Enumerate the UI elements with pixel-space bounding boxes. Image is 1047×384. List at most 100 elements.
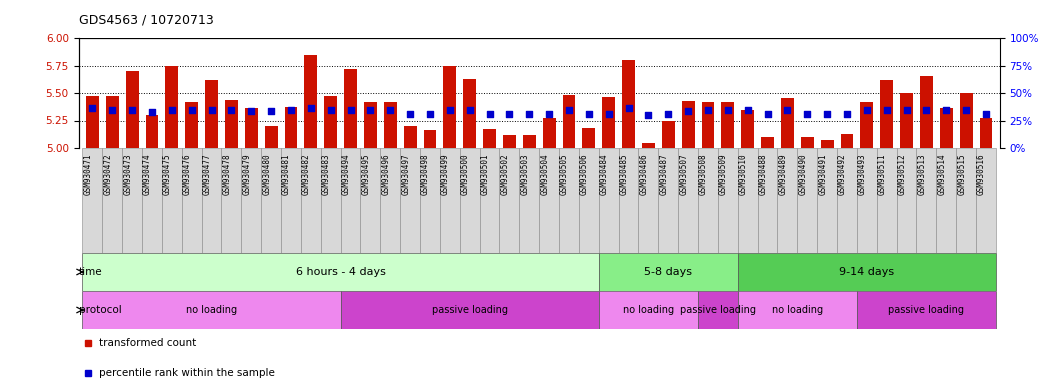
Bar	[202, 148, 222, 253]
Bar	[778, 148, 798, 253]
Text: GDS4563 / 10720713: GDS4563 / 10720713	[79, 13, 214, 26]
Text: GSM930476: GSM930476	[183, 153, 192, 195]
Bar	[443, 66, 456, 148]
Point	[84, 105, 101, 111]
Text: GSM930512: GSM930512	[897, 153, 907, 195]
Bar	[818, 148, 837, 253]
Bar	[83, 291, 340, 329]
Bar	[122, 148, 142, 253]
Point	[739, 106, 756, 113]
Bar	[542, 118, 556, 148]
Bar	[579, 148, 599, 253]
Text: GSM930516: GSM930516	[977, 153, 986, 195]
Bar	[956, 148, 976, 253]
Bar	[460, 148, 480, 253]
Bar	[798, 148, 818, 253]
Point	[382, 106, 399, 113]
Text: GSM930493: GSM930493	[857, 153, 867, 195]
Text: GSM930484: GSM930484	[600, 153, 608, 195]
Bar	[562, 95, 576, 148]
Text: GSM930472: GSM930472	[104, 153, 112, 195]
Bar	[424, 131, 437, 148]
Point	[699, 106, 716, 113]
Bar	[741, 109, 754, 148]
Bar	[881, 80, 893, 148]
Bar	[182, 148, 202, 253]
Text: GSM930492: GSM930492	[838, 153, 847, 195]
Text: GSM930515: GSM930515	[957, 153, 966, 195]
Bar	[622, 60, 636, 148]
Bar	[738, 291, 856, 329]
Text: GSM930513: GSM930513	[917, 153, 927, 195]
Bar	[380, 148, 400, 253]
Text: GSM930487: GSM930487	[660, 153, 668, 195]
Text: GSM930494: GSM930494	[341, 153, 351, 195]
Point	[859, 106, 875, 113]
Point	[422, 111, 439, 117]
Text: GSM930485: GSM930485	[620, 153, 628, 195]
Bar	[896, 148, 916, 253]
Text: passive loading: passive loading	[889, 305, 964, 315]
Bar	[758, 148, 778, 253]
Bar	[103, 148, 122, 253]
Point	[502, 111, 518, 117]
Text: 6 hours - 4 days: 6 hours - 4 days	[295, 267, 385, 277]
Bar	[682, 101, 694, 148]
Text: time: time	[79, 267, 103, 277]
Bar	[619, 148, 639, 253]
Text: GSM930496: GSM930496	[381, 153, 391, 195]
Bar	[522, 135, 536, 148]
Bar	[142, 148, 162, 253]
Text: GSM930478: GSM930478	[222, 153, 231, 195]
Bar	[519, 148, 539, 253]
Bar	[801, 137, 814, 148]
Point	[938, 106, 955, 113]
Text: GSM930499: GSM930499	[441, 153, 450, 195]
Bar	[205, 80, 218, 148]
Point	[978, 111, 995, 117]
Bar	[678, 148, 698, 253]
Text: GSM930477: GSM930477	[202, 153, 211, 195]
Point	[183, 106, 200, 113]
Text: GSM930504: GSM930504	[540, 153, 549, 195]
Bar	[876, 148, 896, 253]
Text: percentile rank within the sample: percentile rank within the sample	[98, 368, 274, 378]
Bar	[480, 148, 499, 253]
Point	[143, 109, 160, 115]
Bar	[659, 148, 678, 253]
Text: GSM930481: GSM930481	[282, 153, 291, 195]
Text: passive loading: passive loading	[680, 305, 756, 315]
Bar	[340, 148, 360, 253]
Text: GSM930510: GSM930510	[739, 153, 748, 195]
Text: GSM930471: GSM930471	[84, 153, 92, 195]
Text: GSM930508: GSM930508	[699, 153, 708, 195]
Bar	[837, 148, 856, 253]
Bar	[599, 253, 738, 291]
Point	[243, 108, 260, 114]
Text: GSM930491: GSM930491	[818, 153, 827, 195]
Point	[560, 106, 577, 113]
Bar	[126, 71, 138, 148]
Text: passive loading: passive loading	[431, 305, 508, 315]
Bar	[698, 148, 718, 253]
Text: protocol: protocol	[79, 305, 121, 315]
Bar	[960, 93, 973, 148]
Text: GSM930506: GSM930506	[580, 153, 588, 195]
Bar	[639, 148, 659, 253]
Bar	[582, 128, 596, 148]
Text: GSM930507: GSM930507	[680, 153, 688, 195]
Bar	[400, 148, 420, 253]
Text: GSM930486: GSM930486	[640, 153, 648, 195]
Text: GSM930501: GSM930501	[481, 153, 490, 195]
Bar	[821, 140, 833, 148]
Bar	[980, 118, 993, 148]
Text: GSM930502: GSM930502	[500, 153, 510, 195]
Text: GSM930490: GSM930490	[798, 153, 807, 195]
Point	[898, 106, 915, 113]
Point	[759, 111, 776, 117]
Bar	[440, 148, 460, 253]
Bar	[404, 126, 417, 148]
Bar	[761, 137, 774, 148]
Bar	[718, 148, 738, 253]
Point	[203, 106, 220, 113]
